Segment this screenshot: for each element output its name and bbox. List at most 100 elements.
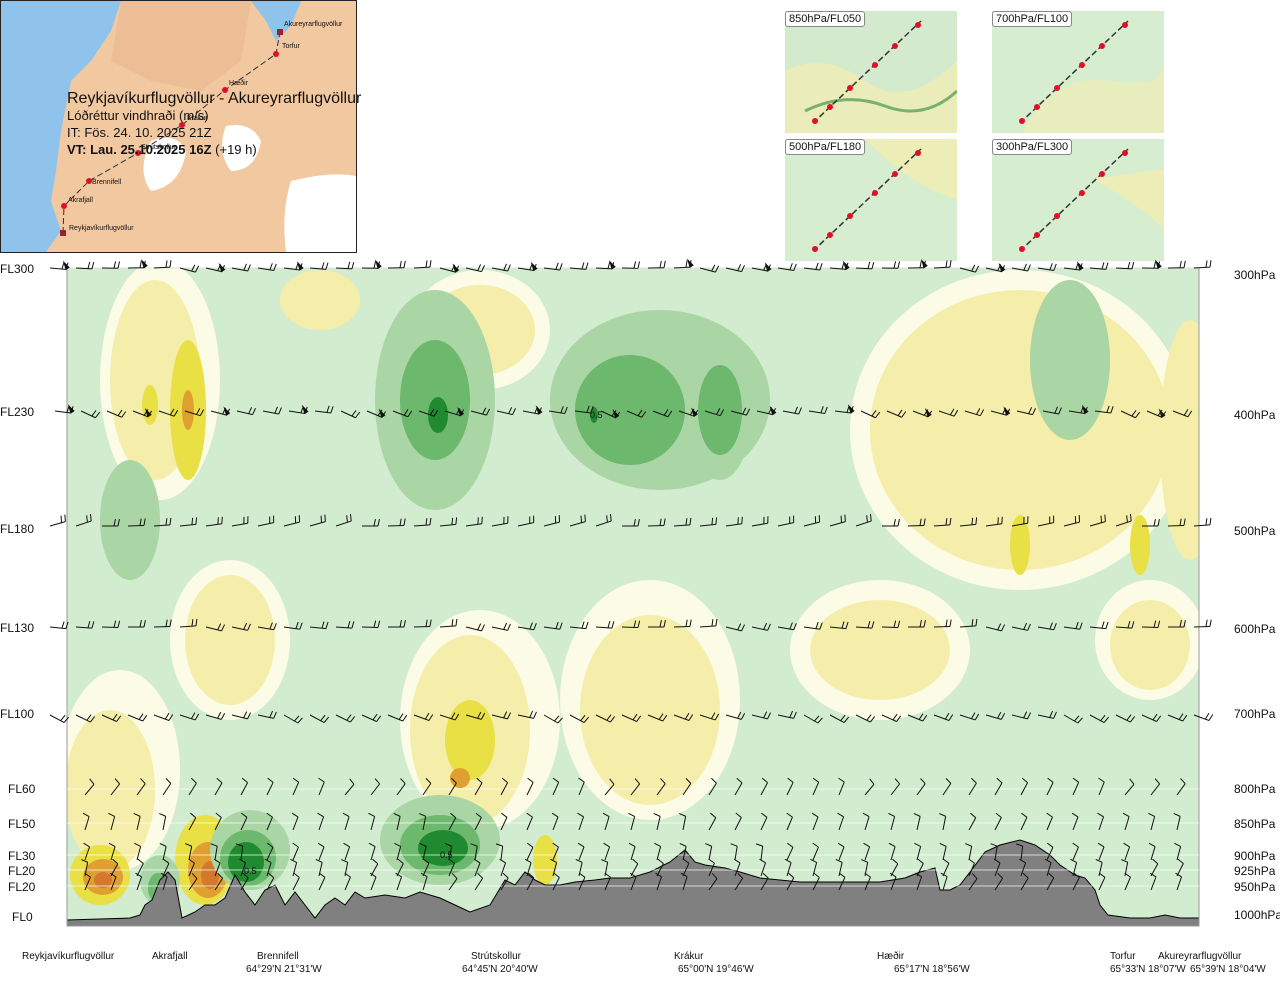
wind-barb xyxy=(214,777,223,796)
wind-barb xyxy=(882,519,900,527)
wind-barb xyxy=(474,812,482,831)
wind-barb xyxy=(153,517,172,527)
wind-barb xyxy=(387,518,406,527)
wind-barb xyxy=(760,777,769,796)
waypoint-akrafjall: Akrafjall xyxy=(152,951,188,962)
minimap-500-graphic xyxy=(785,139,957,261)
wind-barb xyxy=(83,842,91,861)
wind-barb xyxy=(968,812,977,831)
wind-barb xyxy=(394,842,402,861)
wind-barb xyxy=(912,408,933,418)
wind-barb xyxy=(368,812,376,831)
wind-barb xyxy=(881,620,901,629)
map-fjord xyxy=(251,1,301,41)
wind-barb xyxy=(75,620,95,629)
wind-barb xyxy=(680,872,688,891)
glacier-hofsjokull xyxy=(222,125,261,171)
wind-barb xyxy=(725,623,746,632)
wind-barb xyxy=(1124,778,1135,796)
wind-barb xyxy=(465,623,486,632)
wind-barb xyxy=(335,514,352,527)
wind-barb xyxy=(578,872,586,891)
wind-barb xyxy=(439,517,458,527)
wind-barb xyxy=(888,842,896,861)
wind-barb xyxy=(751,516,769,527)
wind-barb xyxy=(387,713,408,722)
wind-barb xyxy=(127,713,148,722)
wind-barb xyxy=(890,778,901,796)
wind-barb xyxy=(231,263,251,272)
wind-barb xyxy=(682,858,690,877)
wind-barb xyxy=(1142,519,1160,527)
issue-time: IT: Fös. 24. 10. 2025 21Z xyxy=(67,125,212,140)
wind-barb xyxy=(108,842,116,861)
wind-barb xyxy=(240,872,249,891)
wind-barb xyxy=(366,408,387,419)
waypoint-krakur: Krákur xyxy=(674,951,704,962)
wind-barb xyxy=(470,843,478,861)
wind-barb xyxy=(1046,872,1055,891)
wind-barb xyxy=(240,777,249,796)
wind-barb xyxy=(1098,872,1106,891)
waypoint-strutskollur: Strútskollur xyxy=(471,951,522,962)
wind-barb xyxy=(968,777,977,796)
wind-barb xyxy=(784,858,792,877)
wind-barb xyxy=(236,407,256,416)
wind-barb xyxy=(309,621,329,630)
wind-barb xyxy=(630,778,641,796)
wind-barb xyxy=(751,622,771,631)
wind-barb xyxy=(838,777,845,796)
wind-barb xyxy=(1019,858,1027,877)
wind-barb xyxy=(473,858,481,877)
wind-barb xyxy=(335,620,355,629)
wind-barb xyxy=(499,858,507,877)
wind-barb xyxy=(128,620,146,628)
wind-barb xyxy=(1016,407,1036,416)
wind-barb xyxy=(1020,872,1029,891)
wind-barb xyxy=(968,873,978,891)
contour-label-1: 0.5 xyxy=(244,866,257,876)
wind-barb xyxy=(733,858,741,877)
wind-barb xyxy=(725,264,745,273)
wind-barb xyxy=(470,407,491,416)
wind-barb xyxy=(160,872,168,891)
wind-barb xyxy=(292,777,300,796)
wind-barb xyxy=(283,714,303,724)
wind-barb xyxy=(1124,872,1131,891)
waypoint-haedir: Hæðir xyxy=(877,951,905,962)
wind-barb xyxy=(543,515,561,527)
wind-barb xyxy=(940,872,948,891)
wind-barb xyxy=(786,872,795,891)
fl-label-60: FL60 xyxy=(8,782,36,796)
wind-barb xyxy=(1063,515,1081,527)
wind-barb xyxy=(959,712,980,721)
wind-barb xyxy=(1174,842,1182,861)
wind-barb xyxy=(158,408,179,417)
wind-barb xyxy=(413,517,432,527)
wind-barb xyxy=(708,777,717,796)
wind-barb xyxy=(699,712,720,721)
wind-barb xyxy=(730,407,751,416)
wind-barb xyxy=(1141,620,1161,629)
wind-barb xyxy=(755,843,764,861)
wind-barb xyxy=(335,714,356,723)
wind-barb xyxy=(1063,714,1083,724)
wind-barb xyxy=(1037,710,1057,719)
hpa-label-800: 800hPa xyxy=(1234,782,1276,796)
wind-barb xyxy=(127,259,148,269)
wind-barb xyxy=(803,714,823,724)
wind-barb xyxy=(1193,712,1214,721)
fl-label-50: FL50 xyxy=(8,817,36,831)
wind-barb xyxy=(1115,514,1132,527)
wind-barb xyxy=(829,621,849,630)
wind-barb xyxy=(1037,622,1057,631)
wind-barb xyxy=(54,404,75,414)
wind-barb xyxy=(1072,777,1080,796)
wind-barb xyxy=(231,516,249,527)
wind-barb xyxy=(1123,842,1131,861)
wind-barb xyxy=(179,618,198,628)
wind-barb xyxy=(49,260,70,271)
wind-barb xyxy=(604,872,611,891)
wind-barb xyxy=(419,842,427,861)
wind-barb xyxy=(439,263,460,273)
